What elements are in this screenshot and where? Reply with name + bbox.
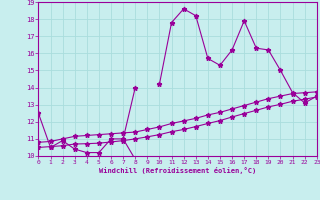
X-axis label: Windchill (Refroidissement éolien,°C): Windchill (Refroidissement éolien,°C): [99, 167, 256, 174]
